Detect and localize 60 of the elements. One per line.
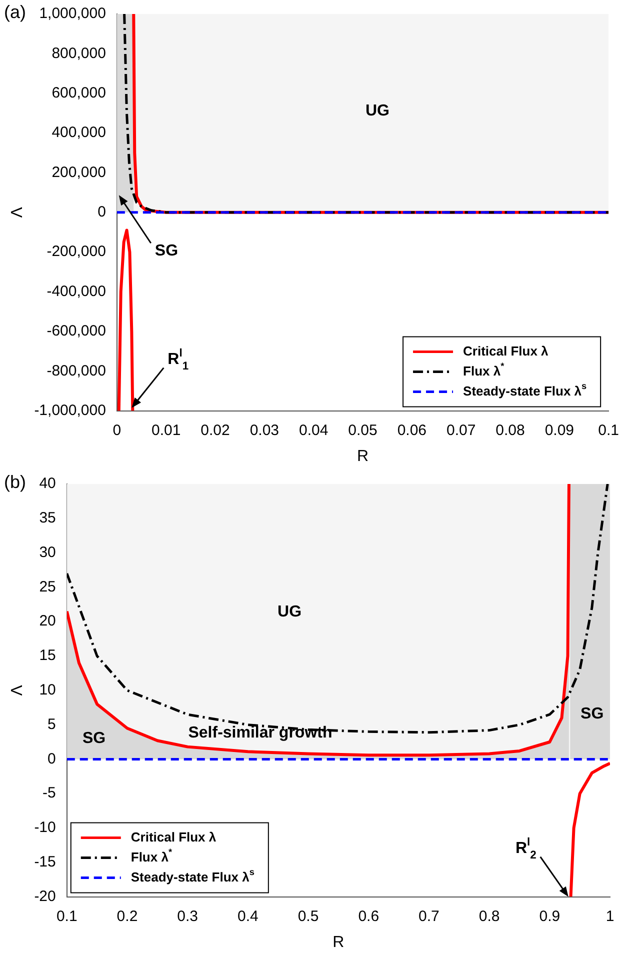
y-tick-label: -600,000 — [46, 322, 106, 340]
x-tick-label: 0.05 — [348, 422, 378, 439]
y-tick-label: -20 — [34, 888, 56, 905]
y-tick-label: 0 — [98, 204, 106, 221]
y-tick-label: 0 — [48, 750, 56, 768]
y-tick-label: -10 — [34, 819, 56, 836]
x-tick-label: 0.8 — [478, 908, 500, 925]
y-tick-label: -200,000 — [46, 243, 106, 260]
y-axis-title: Λ — [9, 206, 26, 218]
y-tick-label: -400,000 — [46, 282, 106, 300]
annotation: SG — [154, 242, 178, 260]
annotation: SG — [82, 730, 106, 748]
chart-title: (a) — [4, 2, 26, 23]
x-tick-label: 0.1 — [56, 908, 78, 925]
x-tick-label: 0.9 — [539, 908, 560, 925]
annotation: SG — [580, 706, 604, 723]
x-tick-label: 0.08 — [496, 422, 525, 439]
x-tick-label: 0.01 — [151, 422, 181, 439]
y-tick-label: -800,000 — [46, 362, 106, 380]
y-tick-label: 30 — [39, 544, 56, 561]
y-tick-label: -15 — [34, 854, 56, 871]
legend-label: Flux λ* — [130, 847, 172, 864]
x-tick-label: 0.1 — [598, 422, 620, 439]
x-tick-label: 0 — [112, 422, 122, 439]
x-tick-label: 0.3 — [177, 908, 198, 925]
y-tick-label: 20 — [39, 612, 56, 630]
y-tick-label: 600,000 — [52, 84, 106, 102]
x-tick-label: 0.6 — [358, 908, 380, 925]
x-axis-title: R — [356, 448, 369, 465]
x-tick-label: 0.09 — [544, 422, 574, 439]
x-tick-label: 0.4 — [237, 908, 258, 925]
y-tick-label: 40 — [39, 475, 56, 492]
x-tick-label: 1 — [606, 908, 614, 925]
x-tick-label: 0.06 — [397, 422, 427, 439]
x-tick-label: 0.03 — [250, 422, 280, 439]
annotation: UG — [278, 603, 302, 620]
y-tick-label: 1,000,000 — [39, 5, 106, 22]
chart-title: (b) — [4, 472, 26, 493]
y-tick-label: -1,000,000 — [34, 402, 106, 419]
x-tick-label: 0.5 — [298, 908, 319, 925]
legend-label: Critical Flux λ — [463, 343, 550, 358]
y-tick-label: 5 — [48, 716, 56, 733]
y-tick-label: 25 — [39, 578, 56, 596]
y-tick-label: 35 — [39, 510, 56, 527]
x-tick-label: 0.04 — [298, 422, 328, 439]
y-tick-label: 800,000 — [52, 44, 106, 62]
x-axis-title: R — [332, 934, 344, 951]
legend-label: Flux λ* — [463, 361, 505, 378]
y-tick-label: 200,000 — [52, 164, 106, 181]
x-tick-label: 0.02 — [200, 422, 230, 439]
y-tick-label: 400,000 — [52, 124, 106, 142]
legend-label: Critical Flux λ — [130, 829, 217, 844]
x-tick-label: 0.07 — [446, 422, 476, 439]
y-tick-label: -5 — [42, 784, 56, 802]
y-tick-label: 10 — [39, 682, 56, 699]
annotation: UG — [366, 102, 390, 120]
y-axis-title: Λ — [9, 684, 26, 696]
x-tick-label: 0.7 — [418, 908, 440, 925]
y-tick-label: 15 — [39, 647, 56, 664]
x-tick-label: 0.2 — [116, 908, 138, 925]
